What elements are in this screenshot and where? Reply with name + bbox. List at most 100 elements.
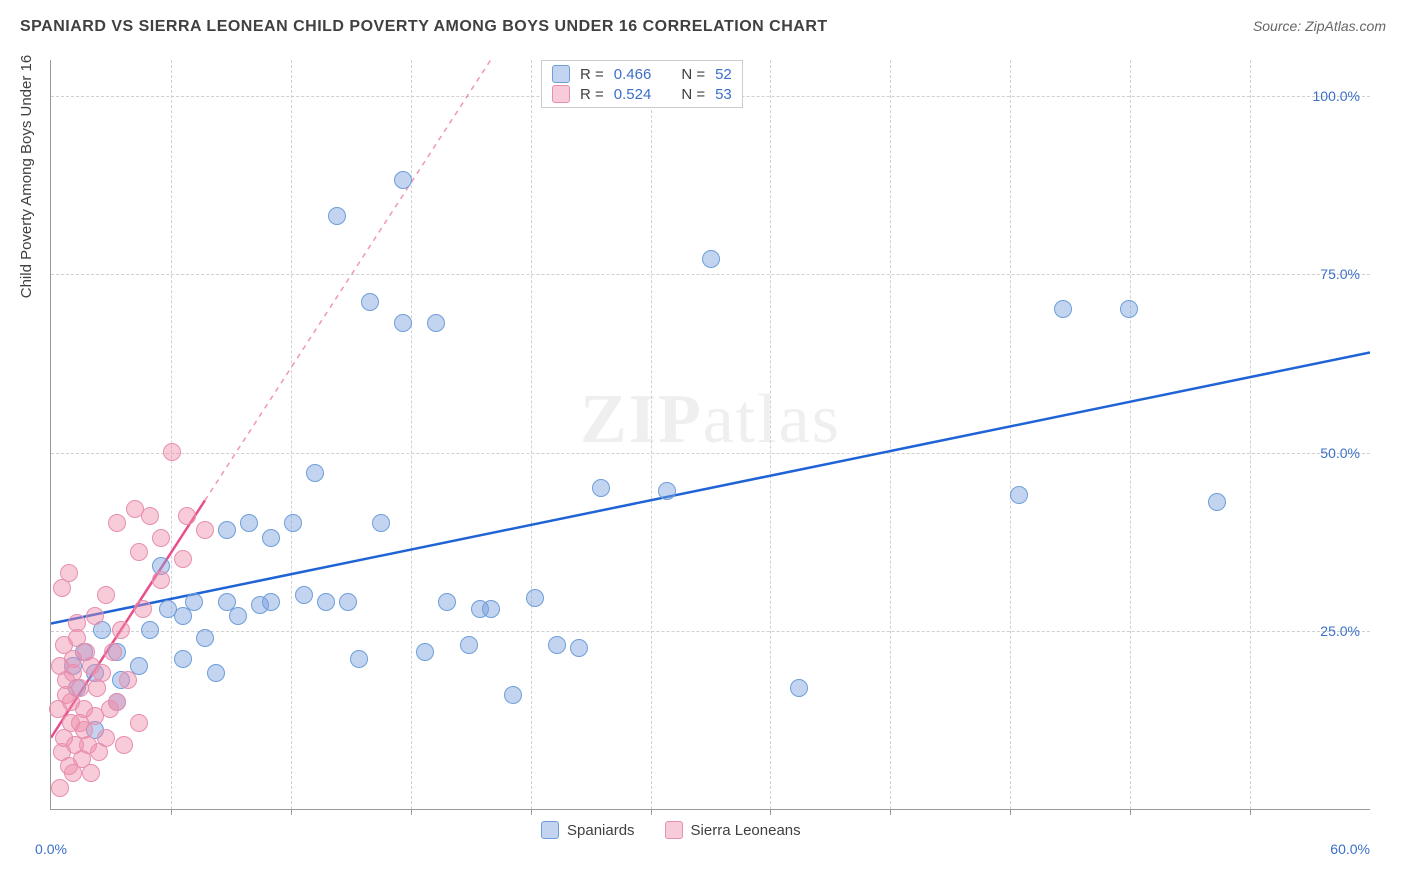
data-point <box>86 607 104 625</box>
data-point <box>394 314 412 332</box>
data-point <box>504 686 522 704</box>
data-point <box>592 479 610 497</box>
legend-label: Sierra Leoneans <box>691 822 801 839</box>
data-point <box>130 714 148 732</box>
stats-box: R =0.466N =52R =0.524N =53 <box>541 60 743 108</box>
y-tick-label: 25.0% <box>1320 623 1360 639</box>
data-point <box>97 729 115 747</box>
data-point <box>570 639 588 657</box>
data-point <box>174 650 192 668</box>
legend-label: Spaniards <box>567 822 635 839</box>
data-point <box>1208 493 1226 511</box>
x-tick-max: 60.0% <box>1330 841 1370 857</box>
data-point <box>108 514 126 532</box>
data-point <box>240 514 258 532</box>
data-point <box>702 250 720 268</box>
stats-swatch <box>552 65 570 83</box>
data-point <box>207 664 225 682</box>
data-point <box>361 293 379 311</box>
data-point <box>196 521 214 539</box>
x-tick-mark <box>1130 809 1131 815</box>
data-point <box>93 664 111 682</box>
r-label: R = <box>580 66 604 83</box>
gridline-v <box>1250 60 1251 809</box>
x-tick-mark <box>1250 809 1251 815</box>
data-point <box>1120 300 1138 318</box>
data-point <box>141 507 159 525</box>
stats-row: R = 0.524 N = 53 <box>552 85 732 103</box>
x-tick-mark <box>291 809 292 815</box>
gridline-v <box>1130 60 1131 809</box>
y-tick-label: 100.0% <box>1313 88 1360 104</box>
data-point <box>71 679 89 697</box>
r-label: R = <box>580 86 604 103</box>
gridline-v <box>1010 60 1011 809</box>
legend-item: Sierra Leoneans <box>665 821 801 839</box>
n-label: N = <box>681 86 705 103</box>
data-point <box>350 650 368 668</box>
x-tick-min: 0.0% <box>35 841 67 857</box>
n-value: 53 <box>715 86 732 103</box>
chart-header: SPANIARD VS SIERRA LEONEAN CHILD POVERTY… <box>20 18 1386 36</box>
data-point <box>229 607 247 625</box>
data-point <box>482 600 500 618</box>
data-point <box>416 643 434 661</box>
x-tick-mark <box>890 809 891 815</box>
data-point <box>119 671 137 689</box>
data-point <box>115 736 133 754</box>
gridline-v <box>411 60 412 809</box>
data-point <box>112 621 130 639</box>
gridline-v <box>651 60 652 809</box>
data-point <box>108 693 126 711</box>
data-point <box>394 171 412 189</box>
data-point <box>372 514 390 532</box>
gridline-h <box>51 453 1370 454</box>
data-point <box>174 550 192 568</box>
trend-lines <box>51 60 1370 809</box>
r-value: 0.524 <box>614 86 652 103</box>
gridline-v <box>171 60 172 809</box>
data-point <box>152 529 170 547</box>
stats-row: R =0.466N =52 <box>552 65 732 83</box>
n-label: N = <box>681 66 705 83</box>
data-point <box>306 464 324 482</box>
data-point <box>163 443 181 461</box>
data-point <box>438 593 456 611</box>
gridline-h <box>51 631 1370 632</box>
data-point <box>658 482 676 500</box>
data-point <box>284 514 302 532</box>
gridline-v <box>531 60 532 809</box>
x-tick-mark <box>770 809 771 815</box>
data-point <box>82 764 100 782</box>
y-axis-title: Child Poverty Among Boys Under 16 <box>18 55 35 298</box>
y-tick-label: 50.0% <box>1320 445 1360 461</box>
data-point <box>178 507 196 525</box>
y-tick-label: 75.0% <box>1320 266 1360 282</box>
r-value: 0.466 <box>614 66 652 83</box>
bottom-legend: Spaniards Sierra Leoneans <box>541 821 801 839</box>
data-point <box>1054 300 1072 318</box>
data-point <box>196 629 214 647</box>
data-point <box>97 586 115 604</box>
data-point <box>185 593 203 611</box>
data-point <box>60 564 78 582</box>
source-label: Source: ZipAtlas.com <box>1253 18 1386 34</box>
x-tick-mark <box>171 809 172 815</box>
data-point <box>141 621 159 639</box>
data-point <box>317 593 335 611</box>
data-point <box>104 643 122 661</box>
data-point <box>152 571 170 589</box>
chart-title: SPANIARD VS SIERRA LEONEAN CHILD POVERTY… <box>20 18 828 36</box>
watermark: ZIPatlas <box>580 380 841 460</box>
data-point <box>218 521 236 539</box>
x-tick-mark <box>651 809 652 815</box>
data-point <box>427 314 445 332</box>
data-point <box>262 529 280 547</box>
x-tick-mark <box>531 809 532 815</box>
data-point <box>328 207 346 225</box>
gridline-v <box>291 60 292 809</box>
trend-line <box>51 352 1370 623</box>
data-point <box>460 636 478 654</box>
legend-swatch <box>541 821 559 839</box>
data-point <box>1010 486 1028 504</box>
